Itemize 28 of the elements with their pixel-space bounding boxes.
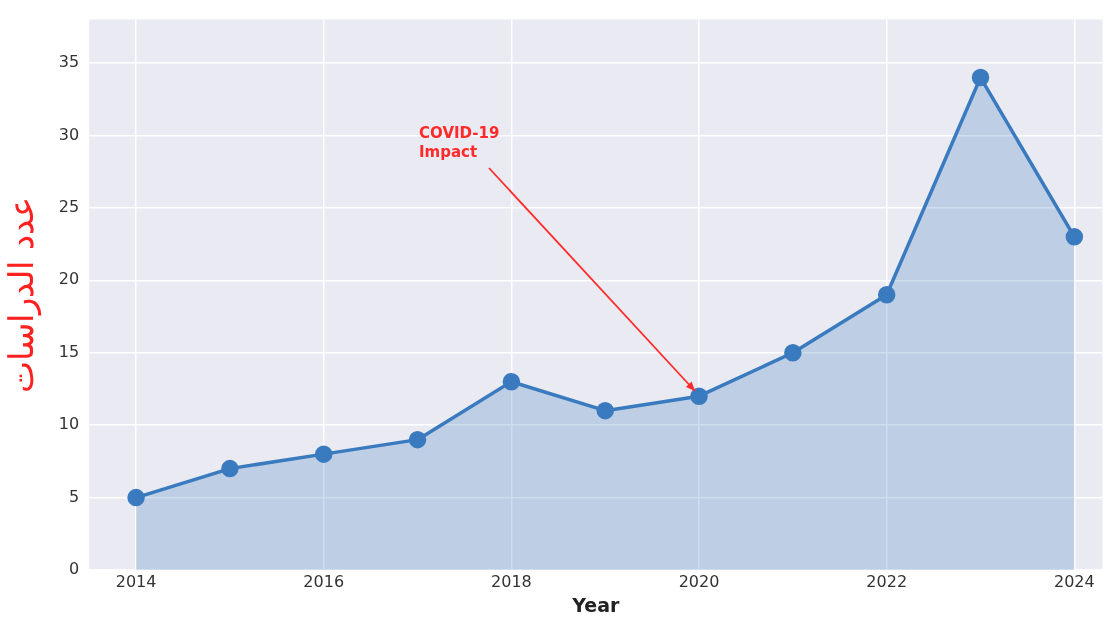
x-tick-label: 2024 [1053,571,1095,591]
y-tick-label: 10 [58,414,80,434]
point [502,372,521,391]
x-tick-label: 2018 [491,571,532,591]
point [1065,228,1084,246]
point [877,286,896,304]
point [971,68,990,87]
x-tick-label: 2020 [678,571,720,591]
point [314,445,333,463]
y-tick-label: 25 [58,197,80,217]
y-tick-label: 30 [58,124,80,144]
point [596,401,614,420]
x-tick-label: 2016 [303,571,345,591]
y-tick-label: 35 [58,52,80,72]
point [221,459,239,478]
point [690,387,708,405]
x-axis-title: Year [571,593,620,616]
point [408,430,427,449]
x-tick-label: 2014 [115,571,157,591]
annotation: COVID-19 Impact [419,124,500,162]
point [127,488,145,507]
y-tick-label: 0 [68,559,80,579]
y-tick-label: 15 [58,341,80,361]
y-axis-title: عدد الدراسات [1,196,43,393]
y-tick-label: 5 [68,486,80,506]
x-tick-label: 2022 [866,571,908,591]
point [784,343,802,362]
y-tick-label: 20 [58,269,80,289]
